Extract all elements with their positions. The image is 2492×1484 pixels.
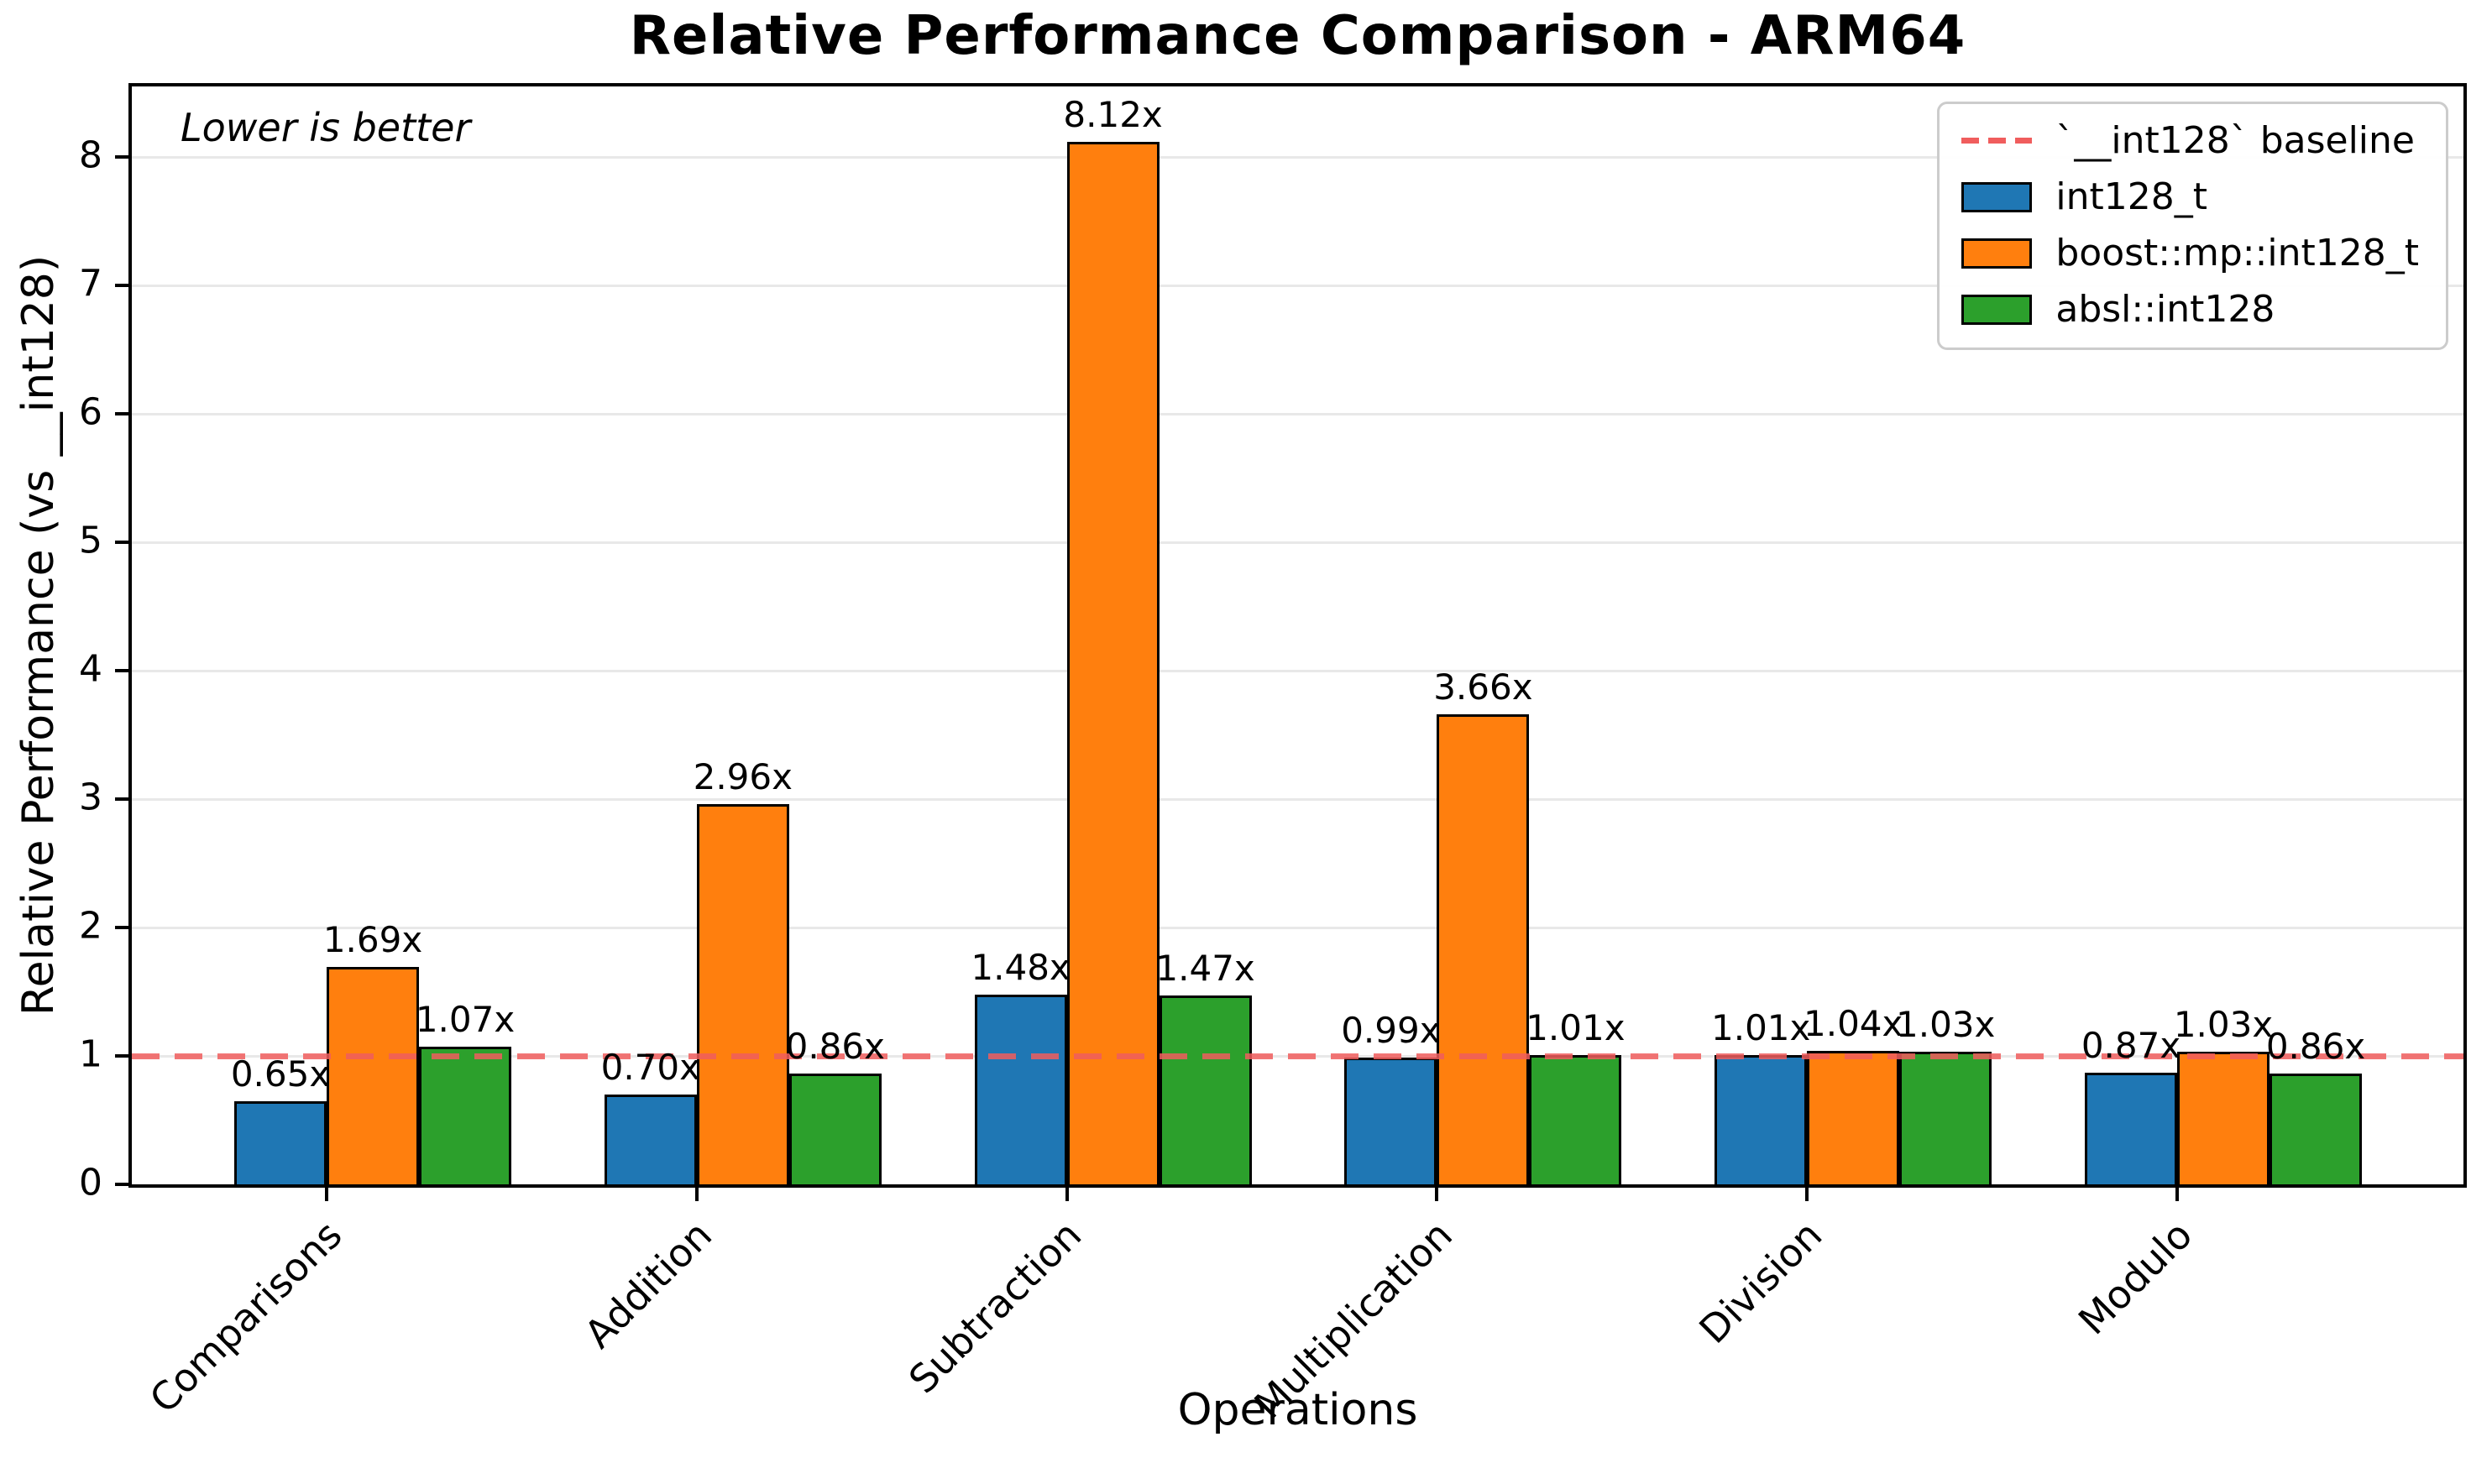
bar-value-label: 1.03x (1896, 1004, 1996, 1046)
gridline-y-2 (132, 926, 2463, 929)
legend-item-boost-mp-int128-t: boost::mp::int128_t (1961, 232, 2419, 274)
bar-value-label: 1.04x (1804, 1002, 1903, 1044)
gridline-y-5 (132, 541, 2463, 544)
bar-value-label: 1.03x (2173, 1004, 2274, 1046)
legend-item-int128-t: int128_t (1961, 175, 2419, 218)
ytick-label-3: 3 (79, 776, 102, 819)
gridline-y-4 (132, 669, 2463, 672)
bar-absl-int128-division (1899, 1052, 1992, 1184)
bar-value-label: 0.86x (2265, 1026, 2366, 1068)
bar-int128-t-subtraction (974, 994, 1067, 1184)
bar-value-label: 3.66x (1433, 666, 1533, 708)
ytick-label-6: 6 (79, 390, 102, 434)
y-axis-title: Relative Performance (vs __int128) (13, 254, 64, 1016)
xtick-mark-comparisons (325, 1188, 328, 1201)
bar-value-label: 0.99x (1341, 1009, 1441, 1051)
bar-boost-mp-int128-t-modulo (2177, 1052, 2270, 1184)
bar-int128-t-comparisons (234, 1100, 327, 1184)
legend-label-boost-mp-int128-t: boost::mp::int128_t (2055, 232, 2419, 274)
bar-value-label: 1.01x (1526, 1006, 1626, 1048)
lower-is-better-annotation: Lower is better (181, 105, 471, 150)
bar-boost-mp-int128-t-division (1807, 1050, 1900, 1184)
gridline-y-3 (132, 797, 2463, 801)
ytick-mark-4 (115, 669, 128, 673)
legend-item-baseline: `__int128` baseline (1961, 119, 2419, 162)
bar-value-label: 0.70x (600, 1046, 700, 1088)
xtick-mark-addition (694, 1188, 699, 1201)
gridline-y-7 (132, 284, 2463, 287)
bar-absl-int128-comparisons (419, 1047, 511, 1184)
ytick-label-4: 4 (79, 647, 102, 691)
ytick-mark-6 (115, 412, 128, 416)
bar-value-label: 1.01x (1711, 1006, 1811, 1048)
baseline-dashed-line (132, 1053, 2463, 1059)
bar-boost-mp-int128-t-comparisons (327, 967, 419, 1184)
bar-value-label: 1.69x (322, 919, 423, 961)
bar-value-label: 8.12x (1063, 93, 1163, 135)
ytick-mark-5 (115, 541, 128, 545)
bar-value-label: 2.96x (693, 756, 793, 798)
legend-item-absl-int128: absl::int128 (1961, 288, 2419, 331)
bar-value-label: 1.48x (971, 946, 1071, 988)
legend-label-int128-t: int128_t (2055, 175, 2207, 218)
bar-absl-int128-addition (788, 1074, 882, 1184)
ytick-label-5: 5 (79, 519, 102, 562)
bar-value-label: 0.86x (785, 1026, 885, 1068)
bar-value-label: 0.87x (2081, 1024, 2181, 1066)
xtick-label-subtraction: Subtraction (900, 1212, 1091, 1403)
bar-boost-mp-int128-t-multiplication (1437, 714, 1530, 1184)
xtick-label-modulo: Modulo (2069, 1212, 2201, 1344)
ytick-mark-2 (115, 926, 128, 930)
legend-swatch-int128-t (1961, 181, 2033, 212)
ytick-mark-7 (115, 284, 128, 288)
legend-swatch-boost-mp-int128-t (1961, 238, 2033, 269)
bar-int128-t-multiplication (1344, 1057, 1437, 1184)
ytick-mark-8 (115, 155, 128, 159)
bar-value-label: 1.47x (1155, 948, 1255, 990)
xtick-mark-division (1805, 1188, 1809, 1201)
xtick-mark-multiplication (1435, 1188, 1439, 1201)
bar-boost-mp-int128-t-addition (696, 804, 789, 1184)
xtick-mark-subtraction (1065, 1188, 1069, 1201)
ytick-label-8: 8 (79, 133, 102, 177)
ytick-label-2: 2 (79, 904, 102, 948)
bar-int128-t-division (1715, 1054, 1808, 1184)
bar-value-label: 0.65x (230, 1053, 331, 1095)
plot-area: 0.65x 1.69x 1.07x 0.70x 2.96x 0.86x 1.48x 8.12x… (128, 83, 2467, 1188)
chart-title: Relative Performance Comparison - ARM64 (629, 5, 1966, 67)
bar-int128-t-addition (604, 1094, 697, 1184)
bar-int128-t-modulo (2085, 1072, 2177, 1184)
legend-swatch-absl-int128 (1961, 294, 2033, 325)
legend-label-baseline: `__int128` baseline (2055, 119, 2415, 162)
ytick-mark-3 (115, 797, 128, 802)
ytick-mark-1 (115, 1054, 128, 1058)
xtick-label-addition: Addition (575, 1212, 720, 1357)
xtick-mark-modulo (2175, 1188, 2179, 1201)
bar-absl-int128-modulo (2270, 1074, 2362, 1184)
gridline-y-6 (132, 412, 2463, 415)
xtick-label-division: Division (1690, 1212, 1831, 1353)
ytick-label-7: 7 (79, 262, 102, 306)
legend-label-absl-int128: absl::int128 (2055, 288, 2275, 331)
bar-value-label: 1.07x (415, 999, 516, 1041)
bar-boost-mp-int128-t-subtraction (1066, 141, 1160, 1184)
bar-absl-int128-multiplication (1529, 1054, 1622, 1184)
x-axis-title: Operations (1177, 1385, 1418, 1435)
ytick-label-1: 1 (79, 1032, 102, 1076)
legend-dash-swatch (1961, 138, 2033, 144)
bar-absl-int128-subtraction (1159, 995, 1252, 1184)
ytick-label-0: 0 (79, 1161, 102, 1204)
ytick-mark-0 (115, 1183, 128, 1186)
gridline-y-8 (132, 155, 2463, 159)
